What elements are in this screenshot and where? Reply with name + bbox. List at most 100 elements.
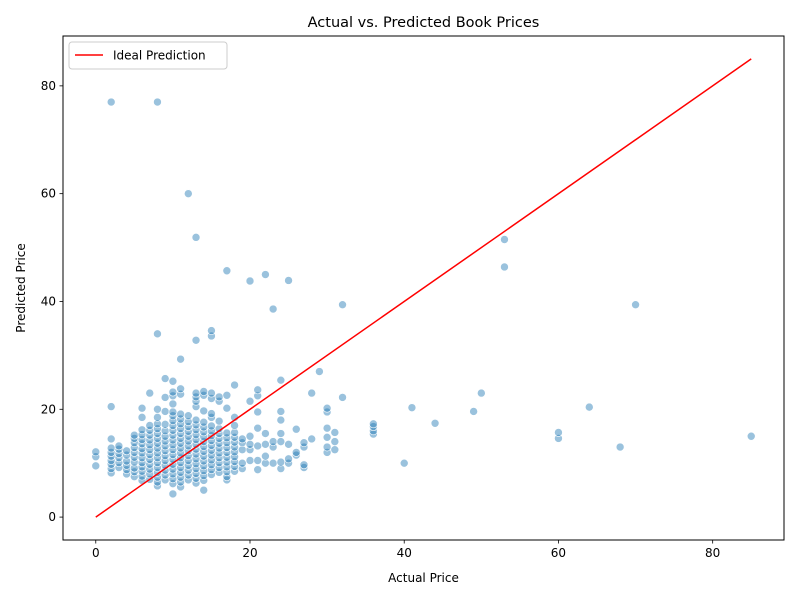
x-tick-label: 20 bbox=[242, 546, 257, 560]
data-point bbox=[253, 385, 263, 395]
data-point bbox=[330, 445, 340, 455]
data-point bbox=[130, 430, 139, 440]
data-point bbox=[153, 429, 162, 438]
data-point bbox=[214, 416, 224, 426]
data-point bbox=[222, 266, 232, 276]
data-point bbox=[253, 441, 263, 451]
data-point bbox=[207, 421, 216, 431]
data-point bbox=[276, 464, 286, 473]
data-point bbox=[91, 461, 101, 471]
data-point bbox=[631, 300, 640, 310]
data-point bbox=[176, 414, 185, 424]
data-point bbox=[191, 388, 201, 398]
data-point bbox=[168, 376, 178, 386]
data-point bbox=[168, 399, 178, 409]
data-point bbox=[268, 304, 278, 314]
data-point bbox=[322, 442, 332, 452]
data-point bbox=[253, 391, 263, 401]
data-point bbox=[114, 453, 124, 463]
data-point bbox=[299, 460, 309, 470]
data-point bbox=[230, 428, 239, 437]
data-point bbox=[153, 329, 162, 339]
data-point bbox=[199, 476, 209, 485]
data-point bbox=[207, 409, 216, 418]
data-point bbox=[153, 404, 162, 414]
data-point bbox=[106, 443, 116, 453]
data-point bbox=[245, 276, 255, 286]
data-point bbox=[160, 420, 170, 429]
data-point bbox=[237, 434, 247, 444]
data-point bbox=[137, 425, 147, 435]
data-point bbox=[477, 388, 486, 398]
data-point bbox=[276, 407, 286, 416]
data-point bbox=[291, 448, 301, 457]
data-point bbox=[191, 478, 201, 488]
data-point bbox=[500, 262, 509, 272]
data-point bbox=[322, 433, 332, 442]
data-point bbox=[230, 452, 239, 462]
data-point bbox=[106, 402, 116, 411]
data-point bbox=[191, 415, 201, 425]
data-point bbox=[291, 424, 301, 434]
data-point bbox=[299, 463, 309, 472]
data-point bbox=[615, 442, 625, 452]
data-point bbox=[191, 233, 201, 242]
data-point bbox=[245, 456, 255, 465]
data-point bbox=[307, 388, 316, 398]
data-point bbox=[276, 429, 286, 438]
data-point bbox=[369, 429, 378, 439]
data-point bbox=[222, 403, 232, 413]
data-point bbox=[299, 442, 309, 452]
data-point bbox=[276, 375, 286, 385]
data-point bbox=[369, 422, 378, 431]
y-tick-label: 80 bbox=[41, 79, 56, 93]
data-point bbox=[268, 437, 278, 446]
x-tick-label: 60 bbox=[551, 546, 566, 560]
data-point bbox=[276, 457, 286, 467]
data-point bbox=[168, 489, 178, 499]
data-point bbox=[237, 458, 247, 468]
data-point bbox=[369, 426, 378, 436]
data-point bbox=[222, 472, 232, 481]
data-point bbox=[284, 454, 293, 464]
plot-frame bbox=[62, 35, 785, 541]
data-point bbox=[137, 413, 147, 422]
data-point bbox=[160, 407, 170, 416]
data-point bbox=[176, 482, 185, 492]
data-point bbox=[261, 270, 270, 279]
data-point bbox=[284, 458, 293, 468]
data-point bbox=[106, 434, 116, 444]
data-point bbox=[230, 442, 239, 452]
legend-entry-ideal-prediction: Ideal Prediction bbox=[113, 49, 206, 63]
data-point bbox=[176, 384, 185, 394]
data-point bbox=[160, 374, 170, 383]
data-point bbox=[145, 388, 155, 398]
chart-title: Actual vs. Predicted Book Prices bbox=[308, 15, 540, 31]
data-point bbox=[584, 402, 594, 412]
data-point bbox=[307, 434, 316, 444]
data-point bbox=[168, 407, 178, 417]
data-point bbox=[222, 428, 232, 438]
data-point bbox=[315, 367, 324, 376]
y-tick-label: 0 bbox=[48, 510, 56, 524]
data-point bbox=[199, 485, 209, 495]
x-tick-label: 0 bbox=[92, 546, 100, 560]
data-point bbox=[91, 452, 101, 462]
data-point bbox=[199, 387, 209, 396]
data-point bbox=[114, 441, 124, 451]
data-point bbox=[299, 438, 309, 448]
data-point bbox=[746, 431, 756, 441]
data-point bbox=[91, 447, 101, 457]
data-point bbox=[338, 300, 347, 310]
data-point bbox=[214, 396, 224, 406]
data-point bbox=[261, 451, 270, 461]
data-point bbox=[407, 403, 417, 412]
data-point bbox=[322, 423, 332, 433]
data-point bbox=[122, 446, 131, 456]
data-point bbox=[230, 380, 239, 390]
data-point bbox=[160, 393, 170, 402]
data-point bbox=[330, 428, 340, 437]
data-point bbox=[291, 450, 301, 460]
legend: Ideal Prediction bbox=[68, 41, 228, 70]
